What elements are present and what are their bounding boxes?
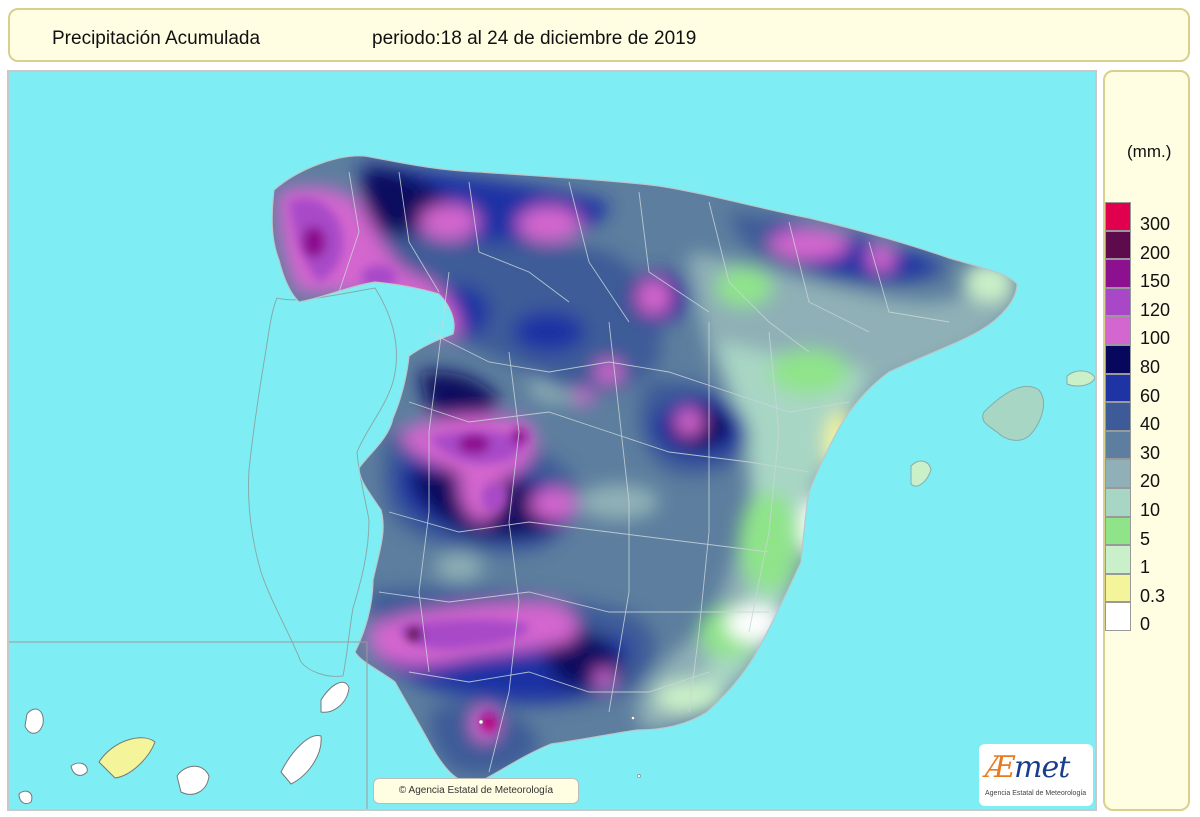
islet-mark bbox=[637, 774, 641, 778]
canary-islands bbox=[9, 641, 368, 809]
aemet-logo-mark: Æmet bbox=[985, 750, 1070, 785]
legend-swatch bbox=[1105, 602, 1131, 631]
legend-item: 30 bbox=[1105, 430, 1185, 463]
legend-label: 300 bbox=[1140, 214, 1171, 234]
menorca-island bbox=[1066, 370, 1095, 387]
legend-label: 80 bbox=[1140, 357, 1161, 377]
portugal-area bbox=[248, 287, 397, 677]
legend-item: 200 bbox=[1105, 230, 1185, 263]
map-period: periodo:18 al 24 de diciembre de 2019 bbox=[372, 28, 697, 49]
legend-item: 60 bbox=[1105, 373, 1185, 406]
legend-swatch bbox=[1105, 488, 1131, 517]
copyright-icon: © bbox=[398, 785, 407, 796]
legend-label: 150 bbox=[1140, 271, 1171, 292]
legend-item: 300 bbox=[1105, 202, 1185, 234]
map-panel: © Agencia Estatal de Meteorología Æmet A… bbox=[7, 70, 1097, 811]
legend-item: 20 bbox=[1105, 459, 1185, 491]
agency-credit-text: Agencia Estatal de Meteorología bbox=[408, 785, 554, 796]
legend-panel: (mm.) 300 200 150 120 100 80 60 40 30 20 10 5 1 0.3 0 bbox=[1103, 70, 1190, 811]
legend-label: 200 bbox=[1140, 242, 1171, 263]
legend-label: 60 bbox=[1140, 385, 1161, 406]
islet-mark bbox=[631, 716, 635, 720]
islet-mark bbox=[478, 719, 484, 725]
spain-outline bbox=[271, 155, 1018, 785]
title-bar: Precipitación Acumulada periodo:18 al 24… bbox=[8, 8, 1190, 62]
legend-swatch bbox=[1105, 373, 1131, 403]
map-title: Precipitación Acumulada bbox=[52, 28, 261, 49]
legend-unit: (mm.) bbox=[1127, 142, 1172, 161]
legend-label: 120 bbox=[1140, 299, 1171, 320]
legend-item: 120 bbox=[1105, 287, 1185, 320]
legend-label: 10 bbox=[1140, 500, 1161, 520]
legend-label: 20 bbox=[1140, 471, 1161, 492]
mallorca-island bbox=[982, 385, 1044, 441]
legend-label: 5 bbox=[1140, 528, 1151, 549]
legend-item: 0.3 bbox=[1105, 573, 1185, 606]
legend-item: 100 bbox=[1105, 316, 1185, 348]
legend-label: 100 bbox=[1140, 328, 1171, 349]
legend-swatch bbox=[1105, 402, 1131, 431]
legend-item: 5 bbox=[1105, 516, 1185, 549]
legend-item: 80 bbox=[1105, 345, 1185, 377]
legend-item: 1 bbox=[1105, 545, 1185, 577]
legend-swatch bbox=[1105, 230, 1131, 260]
legend-label: 40 bbox=[1140, 414, 1161, 435]
aemet-logo: Æmet Agencia Estatal de Meteorología bbox=[979, 744, 1093, 806]
province-boundaries bbox=[338, 171, 950, 773]
legend-swatch bbox=[1105, 316, 1131, 345]
legend-swatch bbox=[1105, 345, 1131, 374]
legend-item: 40 bbox=[1105, 402, 1185, 434]
ibiza-island bbox=[910, 460, 932, 487]
legend-item: 0 bbox=[1105, 602, 1185, 634]
legend-swatch bbox=[1105, 202, 1131, 231]
legend-label: 30 bbox=[1140, 442, 1161, 463]
aemet-logo-subtext: Agencia Estatal de Meteorología bbox=[985, 790, 1087, 797]
legend-swatch bbox=[1105, 287, 1131, 317]
legend-swatch bbox=[1105, 573, 1131, 603]
legend-label: 0.3 bbox=[1140, 585, 1166, 606]
legend-swatch bbox=[1105, 459, 1131, 488]
legend-swatch bbox=[1105, 430, 1131, 460]
precipitation-map bbox=[9, 72, 1095, 809]
agency-credit: © Agencia Estatal de Meteorología bbox=[373, 778, 579, 804]
legend-item: 10 bbox=[1105, 488, 1185, 520]
legend-swatch bbox=[1105, 259, 1131, 288]
legend-label: 1 bbox=[1140, 557, 1151, 578]
legend-swatch bbox=[1105, 545, 1131, 574]
legend-label: 0 bbox=[1140, 614, 1151, 635]
legend-item: 150 bbox=[1105, 259, 1185, 291]
legend-swatch bbox=[1105, 516, 1131, 546]
